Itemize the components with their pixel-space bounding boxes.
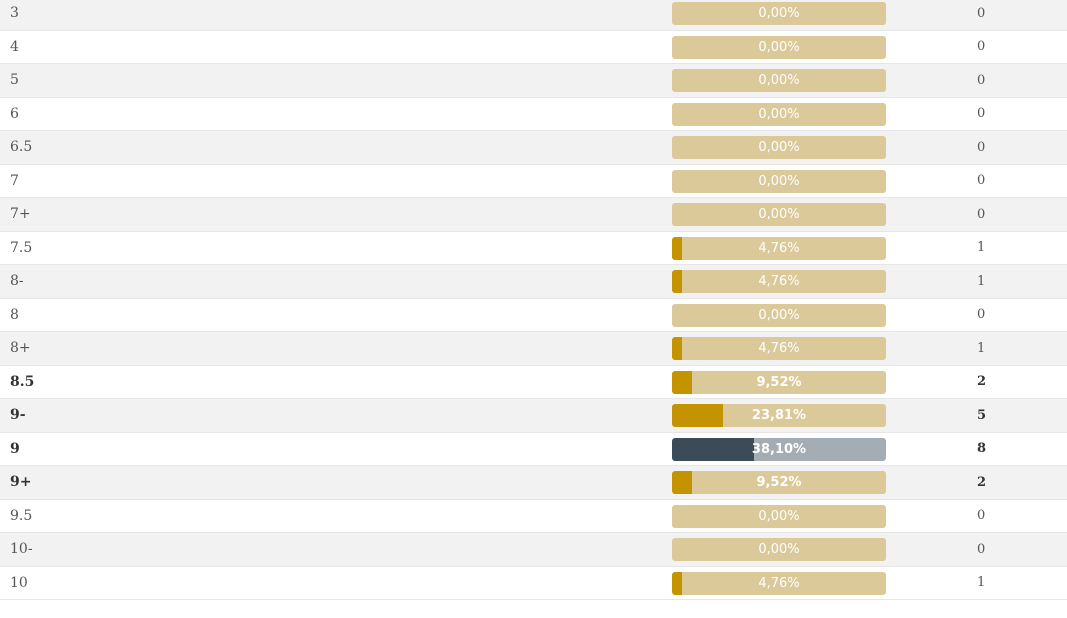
percentage-bar-fill (672, 270, 683, 293)
table-row: 6 0,00% 0 (0, 97, 1067, 131)
table-row: 7+ 0,00% 0 (0, 198, 1067, 232)
vote-count: 8 (977, 441, 987, 457)
percentage-label: 0,00% (758, 73, 800, 88)
vote-count: 0 (977, 541, 986, 557)
percentage-bar-fill (672, 571, 683, 595)
percentage-bar: 0,00% (672, 203, 886, 226)
vote-count: 0 (977, 173, 986, 189)
table-row: 9 38,10% 8 (0, 432, 1067, 466)
percentage-bar: 0,00% (672, 504, 886, 528)
vote-count: 1 (977, 340, 986, 356)
percentage-bar: 0,00% (672, 2, 886, 25)
percentage-bar: 38,10% (672, 437, 886, 461)
table-row: 10 4,76% 1 (0, 566, 1067, 600)
percentage-label: 0,00% (758, 6, 800, 21)
percentage-label: 0,00% (758, 140, 800, 155)
table-row: 9- 23,81% 5 (0, 399, 1067, 433)
percentage-bar: 4,76% (672, 236, 886, 260)
percentage-label: 4,76% (758, 274, 800, 289)
grade-label: 6 (10, 105, 19, 122)
table-row: 5 0,00% 0 (0, 64, 1067, 98)
percentage-label: 0,00% (758, 207, 800, 222)
vote-count: 1 (977, 575, 986, 591)
percentage-bar-fill (672, 337, 683, 360)
table-row: 7.5 4,76% 1 (0, 231, 1067, 265)
vote-count: 2 (977, 374, 987, 390)
percentage-bar: 0,00% (672, 136, 886, 159)
table-row: 4 0,00% 0 (0, 30, 1067, 64)
grade-label: 7.5 (10, 239, 33, 256)
table-row: 6.5 0,00% 0 (0, 131, 1067, 165)
vote-count: 0 (977, 508, 986, 524)
percentage-bar: 23,81% (672, 404, 886, 427)
table-row: 8.5 9,52% 2 (0, 365, 1067, 399)
percentage-label: 38,10% (751, 441, 807, 457)
percentage-bar: 0,00% (672, 169, 886, 193)
percentage-bar: 4,76% (672, 270, 886, 293)
grade-label: 8.5 (10, 373, 35, 390)
table-row: 7 0,00% 0 (0, 164, 1067, 198)
percentage-label: 0,00% (758, 106, 800, 122)
grade-label: 3 (10, 5, 19, 22)
table-row: 3 0,00% 0 (0, 0, 1067, 31)
grade-label: 10- (10, 541, 33, 558)
percentage-bar-fill (672, 370, 693, 394)
vote-count: 0 (977, 307, 986, 323)
grade-label: 8- (10, 273, 24, 290)
vote-count: 0 (977, 72, 986, 88)
grade-label: 9 (10, 440, 20, 457)
percentage-bar: 0,00% (672, 102, 886, 126)
percentage-bar-fill (672, 471, 693, 494)
grade-label: 4 (10, 38, 19, 55)
percentage-label: 23,81% (751, 408, 807, 423)
grade-label: 6.5 (10, 139, 33, 156)
percentage-label: 9,52% (756, 475, 802, 490)
vote-count: 1 (977, 240, 986, 256)
table-row: 9.5 0,00% 0 (0, 499, 1067, 533)
table-row: 8 0,00% 0 (0, 298, 1067, 332)
percentage-label: 4,76% (758, 341, 800, 356)
grade-label: 7 (10, 172, 19, 189)
percentage-label: 4,76% (758, 575, 800, 591)
percentage-label: 0,00% (758, 307, 800, 323)
percentage-bar-fill (672, 236, 683, 260)
table-row: 8+ 4,76% 1 (0, 332, 1067, 366)
percentage-bar-fill (672, 437, 754, 461)
percentage-label: 0,00% (758, 542, 800, 557)
vote-count: 0 (977, 206, 986, 222)
vote-count: 0 (977, 106, 986, 122)
vote-count: 0 (977, 139, 986, 155)
grade-label: 10 (10, 574, 28, 591)
percentage-bar: 9,52% (672, 370, 886, 394)
percentage-label: 9,52% (756, 374, 802, 390)
vote-count: 2 (977, 474, 987, 490)
grade-label: 9+ (10, 474, 32, 491)
grade-label: 8+ (10, 340, 31, 357)
percentage-bar: 0,00% (672, 35, 886, 59)
percentage-label: 0,00% (758, 173, 800, 189)
grade-label: 8 (10, 306, 19, 323)
percentage-bar: 0,00% (672, 538, 886, 561)
percentage-bar: 4,76% (672, 337, 886, 360)
vote-count: 5 (977, 407, 987, 423)
grade-label: 9.5 (10, 507, 33, 524)
percentage-bar: 0,00% (672, 69, 886, 92)
percentage-label: 4,76% (758, 240, 800, 256)
percentage-bar: 4,76% (672, 571, 886, 595)
table-row: 9+ 9,52% 2 (0, 466, 1067, 500)
table-row: 10- 0,00% 0 (0, 533, 1067, 567)
percentage-label: 0,00% (758, 39, 800, 55)
grade-distribution-chart: 3 0,00% 0 4 0,00% 0 5 0,00% 0 6 0,00% 0 6.5 0,00% 0 7 0,… (0, 0, 1067, 600)
grade-label: 7+ (10, 206, 31, 223)
vote-count: 0 (977, 39, 986, 55)
percentage-bar: 0,00% (672, 303, 886, 327)
percentage-bar-fill (672, 404, 723, 427)
percentage-bar: 9,52% (672, 471, 886, 494)
table-row: 8- 4,76% 1 (0, 265, 1067, 299)
grade-label: 5 (10, 72, 19, 89)
vote-count: 0 (977, 5, 986, 21)
vote-count: 1 (977, 273, 986, 289)
grade-label: 9- (10, 407, 26, 424)
percentage-label: 0,00% (758, 508, 800, 524)
